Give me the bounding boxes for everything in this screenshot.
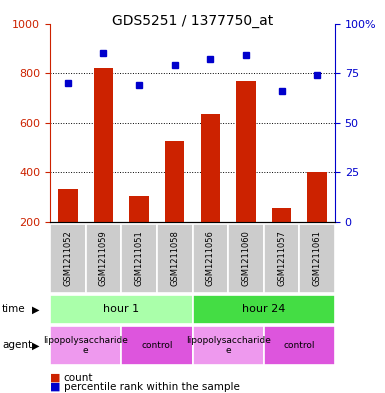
Text: agent: agent — [2, 340, 32, 351]
Bar — [121, 224, 157, 293]
Text: control: control — [141, 341, 172, 350]
Bar — [192, 224, 228, 293]
Text: GSM1211051: GSM1211051 — [135, 231, 144, 286]
Bar — [129, 196, 149, 222]
Bar — [165, 141, 184, 222]
Text: GSM1211057: GSM1211057 — [277, 230, 286, 286]
Text: GSM1211058: GSM1211058 — [170, 230, 179, 286]
Bar — [192, 295, 335, 324]
Bar — [264, 326, 335, 365]
Text: lipopolysaccharide
e: lipopolysaccharide e — [43, 336, 128, 355]
Text: ▶: ▶ — [32, 340, 39, 351]
Text: GSM1211060: GSM1211060 — [241, 230, 250, 286]
Bar — [307, 173, 327, 222]
Bar — [50, 326, 121, 365]
Bar — [85, 224, 121, 293]
Text: GSM1211061: GSM1211061 — [313, 230, 321, 286]
Text: hour 1: hour 1 — [103, 305, 139, 314]
Text: GSM1211056: GSM1211056 — [206, 230, 215, 286]
Text: hour 24: hour 24 — [242, 305, 285, 314]
Bar — [228, 224, 264, 293]
Text: ■: ■ — [50, 382, 60, 392]
Text: percentile rank within the sample: percentile rank within the sample — [64, 382, 239, 392]
Bar — [58, 189, 78, 222]
Text: ■: ■ — [50, 373, 60, 383]
Text: GSM1211059: GSM1211059 — [99, 231, 108, 286]
Bar — [50, 224, 85, 293]
Bar — [50, 295, 192, 324]
Bar — [236, 81, 256, 222]
Bar — [264, 224, 300, 293]
Text: time: time — [2, 305, 25, 314]
Text: GSM1211052: GSM1211052 — [64, 231, 72, 286]
Text: count: count — [64, 373, 93, 383]
Bar — [272, 208, 291, 222]
Bar — [300, 224, 335, 293]
Bar — [157, 224, 192, 293]
Text: lipopolysaccharide
e: lipopolysaccharide e — [186, 336, 271, 355]
Bar — [121, 326, 192, 365]
Bar — [192, 326, 264, 365]
Bar — [201, 114, 220, 222]
Bar — [94, 68, 113, 222]
Text: ▶: ▶ — [32, 305, 39, 314]
Text: GDS5251 / 1377750_at: GDS5251 / 1377750_at — [112, 14, 273, 28]
Text: control: control — [284, 341, 315, 350]
